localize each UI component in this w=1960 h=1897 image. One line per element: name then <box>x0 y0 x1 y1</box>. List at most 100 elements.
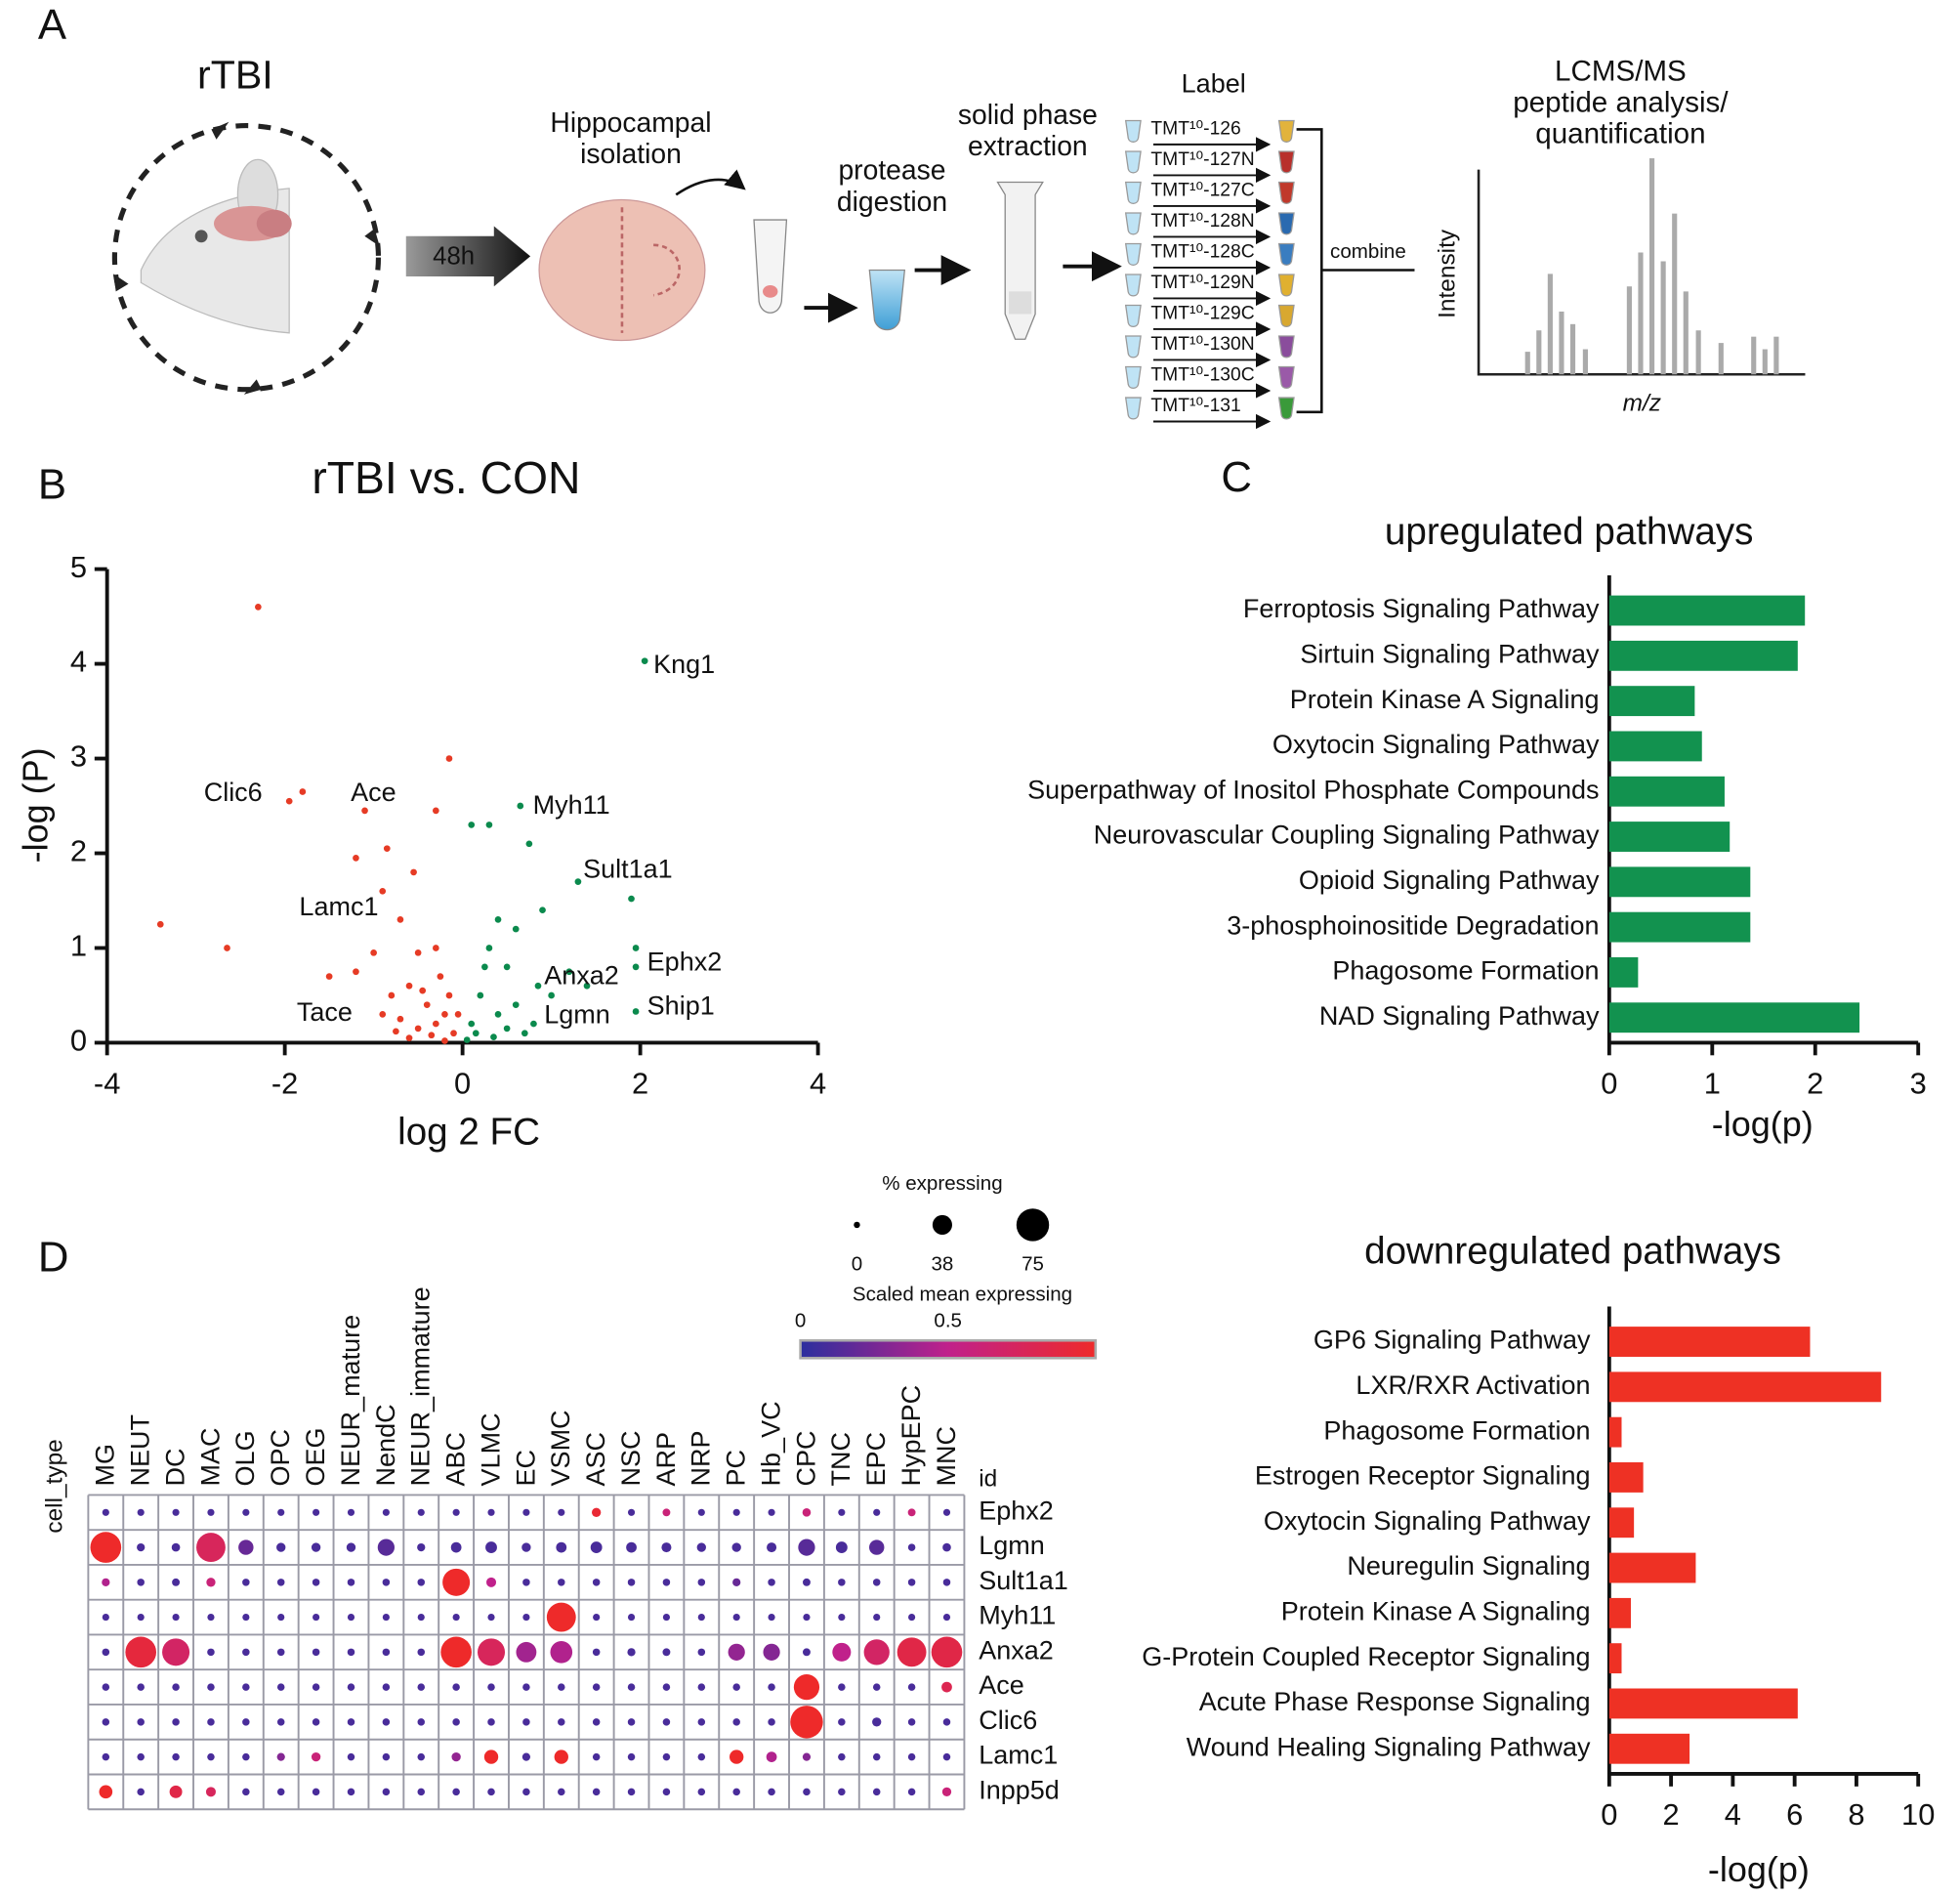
category-label: Opioid Signaling Pathway <box>1299 865 1600 895</box>
dot <box>452 1788 460 1796</box>
point <box>530 1020 537 1028</box>
dot <box>171 1542 181 1552</box>
dot <box>873 1614 881 1622</box>
dot <box>696 1542 706 1552</box>
dot <box>102 1614 109 1622</box>
column-label: DC <box>160 1448 189 1486</box>
column-label: PC <box>722 1450 751 1487</box>
column-label: VSMC <box>546 1410 575 1486</box>
dot <box>873 1508 881 1516</box>
flow-arrow <box>675 169 746 196</box>
category-label: Neuregulin Signaling <box>1347 1551 1590 1581</box>
dot <box>908 1614 916 1622</box>
point <box>414 948 422 956</box>
dot <box>452 1718 460 1726</box>
dot <box>942 1718 951 1726</box>
point <box>445 755 453 762</box>
dot <box>206 1578 216 1587</box>
x-tick-label: 2 <box>632 1066 648 1100</box>
category-label: Phagosome Formation <box>1332 956 1599 986</box>
point <box>485 945 493 951</box>
column-label: TNC <box>826 1432 855 1487</box>
dot <box>347 1788 355 1796</box>
point <box>574 878 582 885</box>
column-label: NEUT <box>126 1414 155 1487</box>
column-label: OEG <box>301 1427 330 1486</box>
x-tick-label: 0 <box>1601 1066 1617 1100</box>
step-label: extraction <box>968 130 1088 161</box>
dot <box>697 1683 706 1691</box>
spectrum-peak <box>1559 311 1564 375</box>
dot <box>440 1636 472 1668</box>
point <box>414 1025 422 1033</box>
row-label: Myh11 <box>979 1601 1056 1630</box>
x-tick-label: 4 <box>810 1066 826 1100</box>
dot <box>522 1614 530 1622</box>
dot <box>627 1752 636 1761</box>
dot <box>592 1683 601 1691</box>
step-label: Hippocampal <box>550 106 711 138</box>
dot <box>732 1614 740 1622</box>
dot <box>277 1508 285 1516</box>
bar <box>1608 1688 1798 1719</box>
legend-label: 0 <box>795 1309 806 1331</box>
point <box>428 1032 436 1039</box>
column-label: OLG <box>230 1430 260 1486</box>
dot <box>276 1579 285 1586</box>
annotation: Lamc1 <box>299 892 378 921</box>
mouse-brain <box>256 209 292 238</box>
point <box>583 982 591 990</box>
point <box>423 1001 431 1009</box>
dot <box>662 1508 671 1517</box>
dot <box>907 1543 916 1551</box>
category-label: LXR/RXR Activation <box>1355 1370 1590 1400</box>
point <box>410 868 417 876</box>
spectrum-peak <box>1547 274 1553 375</box>
category-label: Acute Phase Response Signaling <box>1199 1687 1591 1716</box>
step-label: solid phase <box>958 99 1098 130</box>
category-label: GP6 Signaling Pathway <box>1314 1326 1591 1355</box>
spectrum-peak <box>1683 291 1689 375</box>
dot <box>554 1749 568 1764</box>
dot <box>487 1508 495 1516</box>
panel-label: D <box>38 1233 69 1281</box>
dot <box>137 1508 145 1516</box>
dot <box>196 1533 226 1562</box>
dot <box>313 1508 320 1516</box>
dot <box>838 1718 846 1726</box>
dot <box>477 1638 506 1666</box>
x-tick-label: 4 <box>1725 1797 1741 1832</box>
legend-title: Scaled mean expressing <box>853 1283 1072 1305</box>
dot <box>732 1508 740 1516</box>
annotation: Lgmn <box>544 1000 610 1030</box>
dot <box>521 1752 531 1761</box>
dot <box>697 1788 706 1796</box>
tmt-label: TMT¹⁰-129N <box>1150 273 1254 293</box>
category-label: Protein Kinase A Signaling <box>1290 685 1600 714</box>
dot <box>626 1541 637 1553</box>
bar <box>1608 1643 1622 1674</box>
point <box>517 802 524 810</box>
dot <box>311 1751 321 1762</box>
dot <box>137 1579 145 1586</box>
legend-label: 0 <box>852 1253 862 1276</box>
dot <box>835 1541 848 1553</box>
point <box>445 991 453 999</box>
tmt-label: TMT¹⁰-130N <box>1150 334 1254 355</box>
dot <box>730 1749 744 1764</box>
row-label: Sult1a1 <box>979 1566 1068 1595</box>
dot <box>125 1636 157 1668</box>
dot <box>417 1683 426 1691</box>
dot <box>172 1752 180 1761</box>
dot <box>546 1602 576 1632</box>
model-label: rTBI <box>197 53 273 98</box>
chart-title: rTBI vs. CON <box>312 452 580 503</box>
column-label: NSC <box>616 1430 646 1486</box>
tmt-label: TMT¹⁰-128N <box>1150 211 1254 232</box>
point <box>632 963 640 971</box>
point <box>353 855 359 862</box>
bracket <box>1296 128 1323 414</box>
dot <box>172 1578 181 1586</box>
column-label: NendC <box>371 1404 400 1486</box>
dot <box>207 1683 215 1691</box>
